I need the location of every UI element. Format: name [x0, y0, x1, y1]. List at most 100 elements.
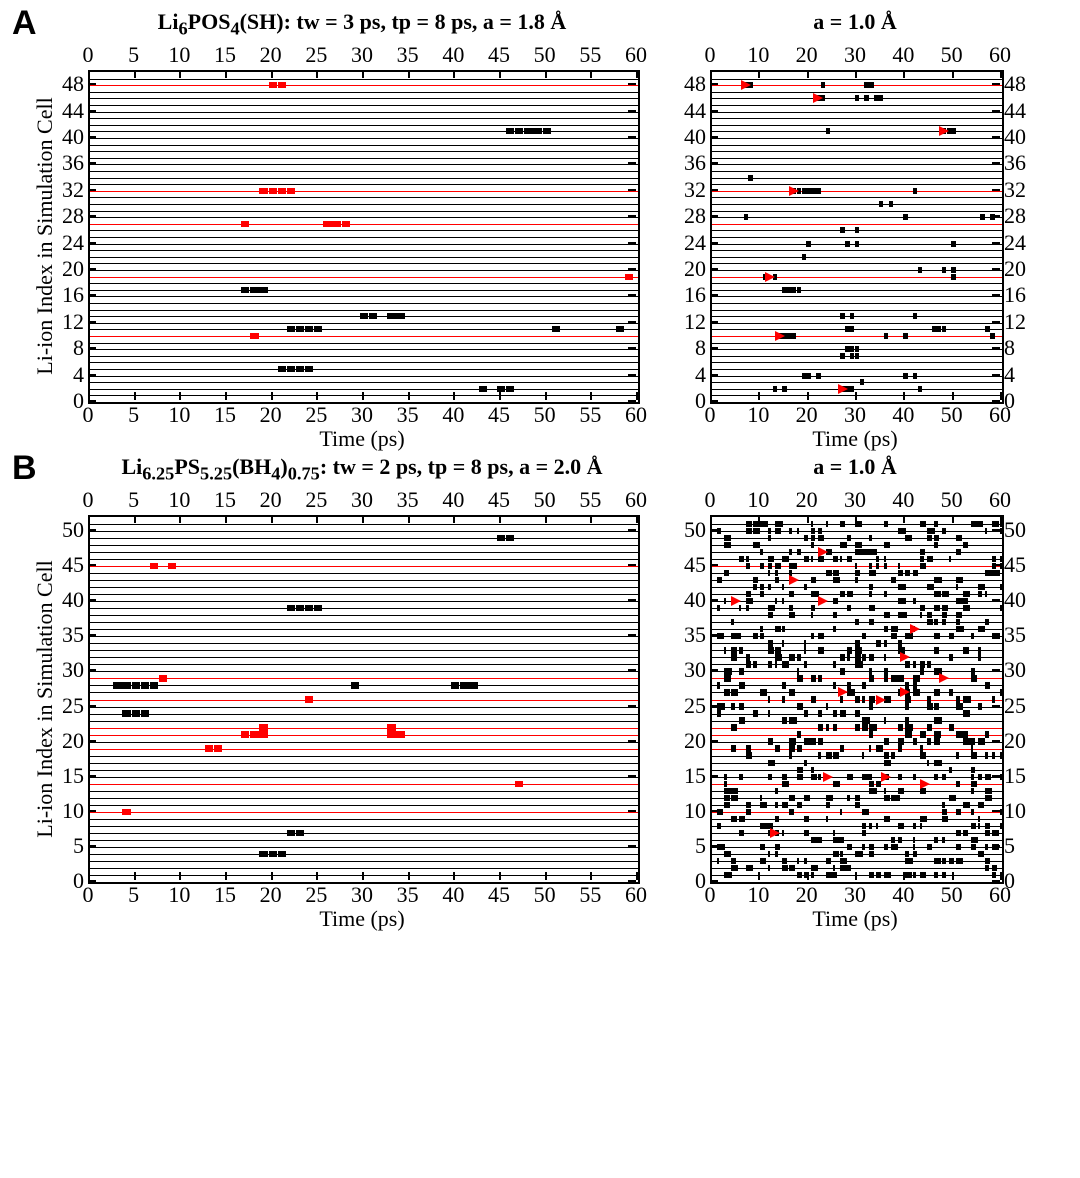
event-marker: [746, 752, 752, 758]
tick-label: 45: [481, 487, 517, 513]
event-marker: [833, 851, 839, 857]
tick-label: 5: [116, 882, 152, 908]
row-line: [90, 237, 638, 238]
event-marker: [913, 837, 915, 843]
event-marker: [259, 851, 267, 857]
row-line: [90, 105, 638, 106]
row-line: [90, 538, 638, 539]
row-line: [90, 622, 638, 623]
event-marker: [978, 851, 984, 857]
event-marker: [833, 612, 837, 618]
event-marker: [768, 570, 770, 576]
tick-label: 10: [666, 798, 706, 824]
event-marker: [168, 563, 176, 569]
event-marker: [978, 774, 982, 780]
row-line: [712, 389, 1002, 390]
event-marker: [905, 717, 908, 723]
arrow-marker: [765, 272, 775, 282]
event-marker: [789, 795, 794, 801]
panel-A-right: a = 1.0 Å0010102020303040405050606000448…: [672, 10, 1052, 445]
row-line: [712, 79, 1002, 80]
row-line: [90, 349, 638, 350]
event-marker: [746, 605, 750, 611]
tick-label: 5: [666, 833, 706, 859]
event-marker: [724, 647, 726, 653]
event-marker: [387, 731, 395, 737]
row-line: [90, 798, 638, 799]
event-marker: [949, 858, 954, 864]
tick-label: 50: [934, 487, 970, 513]
row-line: [712, 343, 1002, 344]
event-marker: [971, 809, 974, 815]
event-marker: [845, 326, 849, 332]
event-marker: [833, 724, 837, 730]
row-line: [90, 204, 638, 205]
tick-label: 0: [70, 487, 106, 513]
event-marker: [963, 830, 967, 836]
event-marker: [992, 521, 998, 527]
row-line: [90, 601, 638, 602]
event-marker: [971, 668, 976, 674]
row-line: [90, 791, 638, 792]
tick-label: 30: [837, 42, 873, 68]
event-marker: [891, 844, 898, 850]
row-line: [712, 742, 1002, 743]
tick-label: 45: [481, 402, 517, 428]
tick-label: 8: [666, 335, 706, 361]
event-marker: [833, 661, 836, 667]
event-marker: [1000, 752, 1003, 758]
tick-label: 10: [161, 882, 197, 908]
row-line: [90, 277, 638, 278]
event-marker: [920, 563, 926, 569]
row-line: [712, 868, 1002, 869]
row-line: [712, 559, 1002, 560]
event-marker: [802, 188, 806, 194]
event-marker: [934, 760, 941, 766]
event-marker: [978, 626, 985, 632]
event-marker: [920, 816, 927, 822]
event-marker: [869, 788, 877, 794]
event-marker: [746, 591, 751, 597]
row-line: [712, 329, 1002, 330]
row-line: [90, 650, 638, 651]
event-marker: [782, 717, 787, 723]
event-marker: [122, 809, 130, 815]
tick-label: 40: [885, 402, 921, 428]
event-marker: [934, 774, 938, 780]
event-marker: [717, 858, 719, 864]
tick-label: 15: [1004, 763, 1044, 789]
row-line: [712, 362, 1002, 363]
event-marker: [869, 781, 874, 787]
event-marker: [760, 689, 767, 695]
event-marker: [797, 802, 803, 808]
arrow-marker: [731, 596, 741, 606]
row-line: [712, 323, 1002, 324]
event-marker: [840, 745, 844, 751]
event-marker: [898, 570, 903, 576]
event-marker: [985, 823, 990, 829]
arrow-marker: [920, 779, 930, 789]
tick-label: 10: [161, 487, 197, 513]
event-marker: [269, 82, 277, 88]
event-marker: [978, 647, 981, 653]
tick-label: 5: [1004, 833, 1044, 859]
event-marker: [739, 774, 743, 780]
event-marker: [826, 802, 830, 808]
event-marker: [869, 731, 873, 737]
tick-label: 40: [885, 487, 921, 513]
event-marker: [862, 633, 866, 639]
event-marker: [797, 767, 803, 773]
event-marker: [731, 795, 738, 801]
event-marker: [782, 830, 784, 836]
event-marker: [739, 668, 744, 674]
event-marker: [811, 521, 813, 527]
tick-label: 0: [692, 487, 728, 513]
event-marker: [797, 774, 804, 780]
event-marker: [927, 619, 933, 625]
event-marker: [782, 682, 786, 688]
event-marker: [847, 556, 852, 562]
event-marker: [818, 724, 823, 730]
event-marker: [746, 865, 753, 871]
row-line: [90, 178, 638, 179]
event-marker: [768, 605, 776, 611]
